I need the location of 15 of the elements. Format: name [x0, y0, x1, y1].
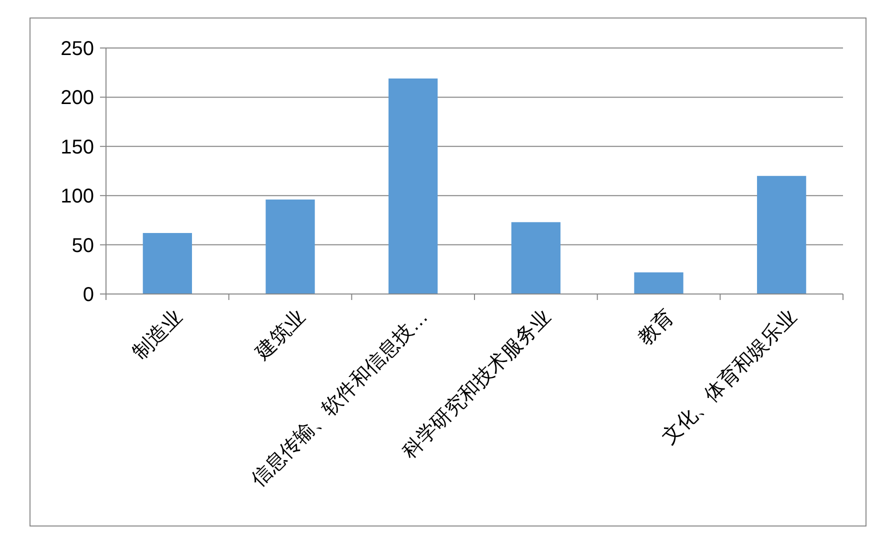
y-tick-label: 100 — [60, 186, 94, 208]
y-tick-label: 150 — [60, 136, 94, 158]
x-tick-label: 建筑业 — [250, 306, 310, 365]
y-tick-label: 250 — [60, 38, 94, 60]
y-tick-label: 50 — [72, 234, 94, 257]
bar — [634, 272, 684, 294]
bar — [266, 200, 315, 294]
bar — [388, 78, 438, 294]
bar — [142, 232, 192, 294]
x-tick-label: 制造业 — [128, 306, 187, 364]
bar — [757, 176, 806, 294]
bar — [511, 222, 560, 294]
x-tick-label: 教育 — [634, 305, 678, 350]
y-tick-label: 0 — [82, 284, 94, 306]
y-tick-label: 200 — [60, 87, 94, 110]
